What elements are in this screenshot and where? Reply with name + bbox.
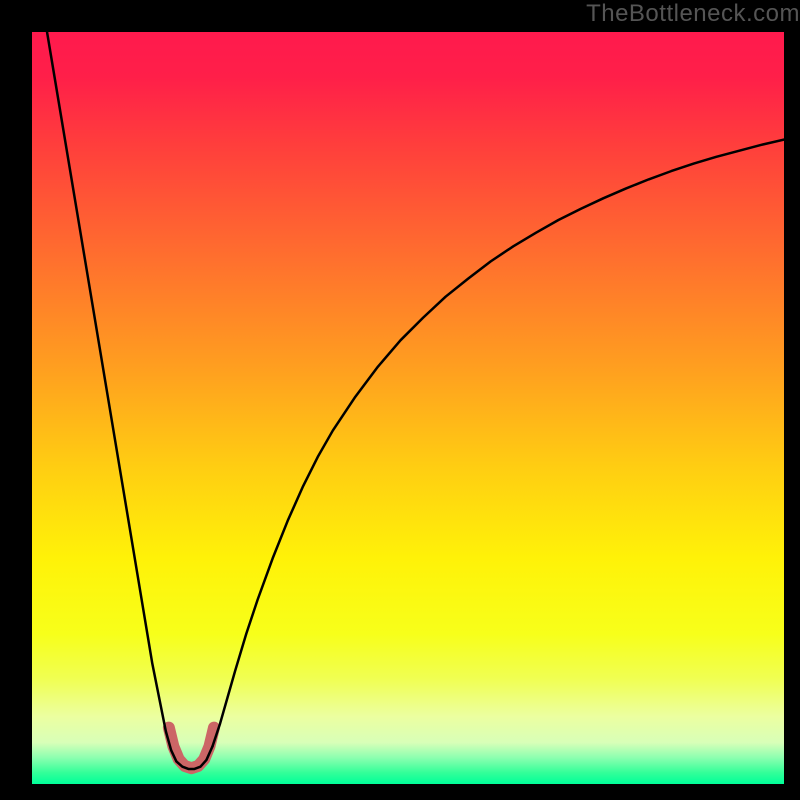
chart-background-gradient: [32, 32, 784, 784]
watermark-text: TheBottleneck.com: [586, 0, 800, 28]
chart-plot-area: [32, 32, 784, 784]
